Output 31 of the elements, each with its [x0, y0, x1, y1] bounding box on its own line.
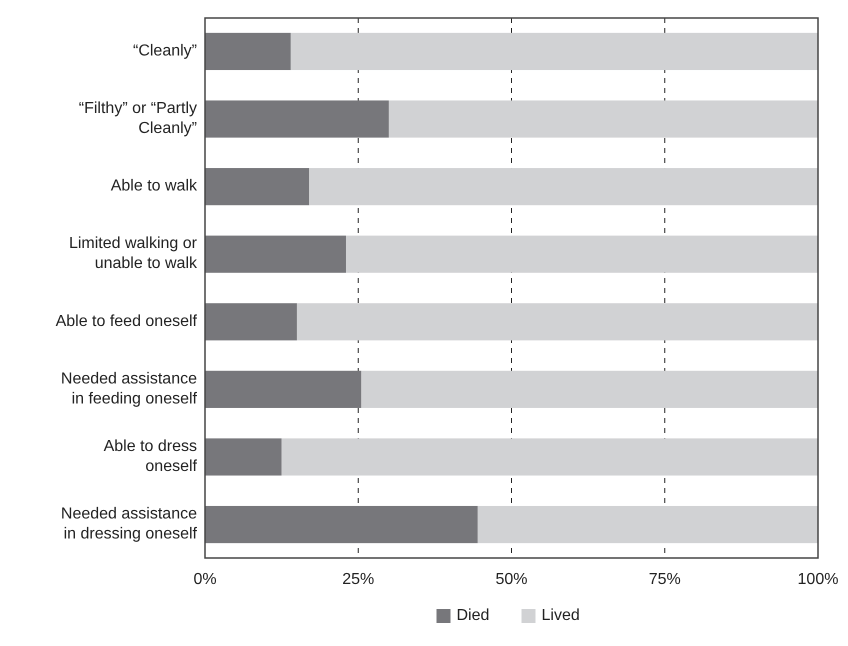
y-tick-label: Able to feed oneself [56, 313, 198, 330]
bar [478, 506, 818, 544]
bar [205, 168, 310, 206]
bar [205, 506, 478, 544]
legend-label: Died [456, 607, 490, 624]
bar [296, 303, 818, 340]
bar [388, 100, 818, 138]
bar [205, 370, 362, 408]
y-tick-label: “Filthy” or “Partly Cleanly” [78, 100, 197, 138]
bar [205, 32, 291, 70]
bar [309, 168, 818, 206]
y-tick-label: Needed assistance in dressing oneself [60, 506, 198, 543]
x-tick-label: 75% [648, 571, 681, 588]
y-tick-label: “Cleanly” [132, 42, 197, 60]
y-tick-label: Limited walking or unable to walk [68, 235, 198, 272]
x-tick-label: 50% [495, 571, 528, 588]
bar [205, 236, 346, 273]
legend-label: Lived [542, 607, 580, 624]
y-tick-label: Able to dress oneself [104, 438, 198, 476]
x-tick-label: 100% [798, 571, 838, 588]
y-tick-label: Able to walk [110, 178, 198, 195]
bar [205, 438, 282, 476]
bar [346, 236, 818, 273]
y-tick-label: Needed assistance in feeding oneself [60, 370, 198, 408]
x-tick-label: 0% [193, 571, 217, 588]
bar [205, 303, 297, 340]
bar [205, 100, 389, 138]
x-tick-label: 25% [342, 571, 374, 588]
bar [282, 438, 818, 476]
bar [361, 370, 818, 408]
bar [290, 32, 818, 70]
